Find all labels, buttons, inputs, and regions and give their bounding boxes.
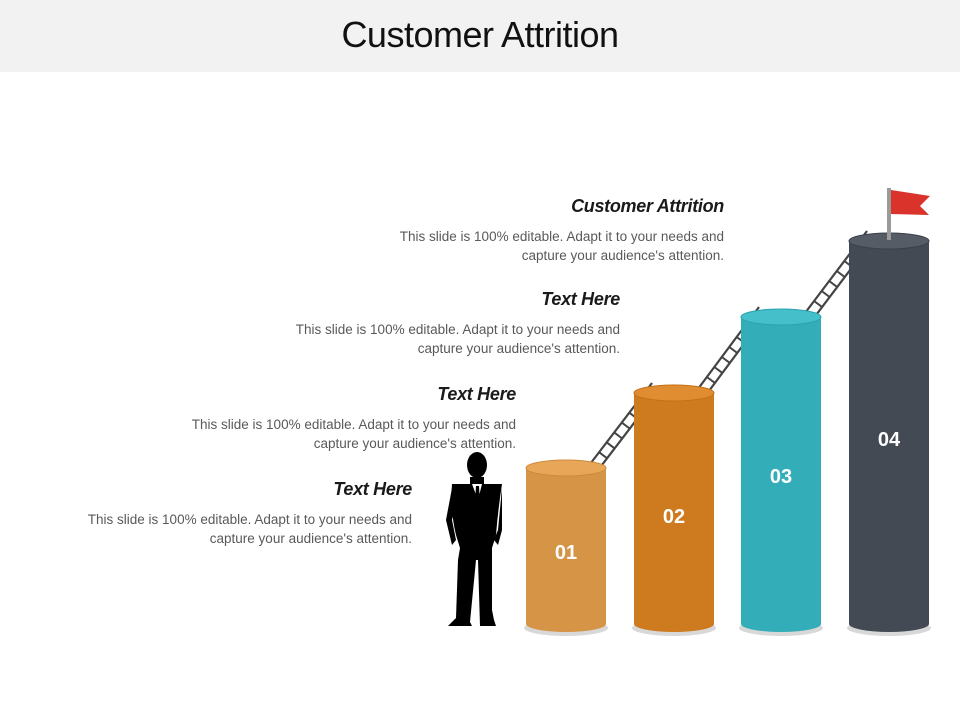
cylinder-top	[525, 459, 607, 477]
businessman-silhouette-icon	[446, 452, 502, 626]
flag-icon	[887, 188, 930, 240]
title-bar	[0, 0, 960, 72]
cylinder-step-01: 01	[524, 459, 608, 636]
step-number-label: 01	[555, 542, 577, 564]
step-number-label: 02	[663, 506, 685, 528]
cylinder-body	[526, 468, 606, 632]
step-description-line: capture your audience's attention.	[209, 531, 412, 546]
cylinder-top	[633, 384, 715, 402]
step-description-line: capture your audience's attention.	[521, 248, 724, 263]
step-text-02: Text Here This slide is 100% editable. A…	[96, 384, 517, 453]
cylinder-body	[849, 241, 929, 632]
cylinder-top	[740, 308, 822, 326]
step-description: This slide is 100% editable. Adapt it to…	[304, 227, 724, 265]
step-description-line: This slide is 100% editable. Adapt it to…	[191, 417, 516, 432]
step-text-01: Text Here This slide is 100% editable. A…	[0, 479, 413, 548]
step-description-line: This slide is 100% editable. Adapt it to…	[295, 322, 620, 337]
step-description-line: capture your audience's attention.	[313, 436, 516, 451]
page-title: Customer Attrition	[341, 14, 619, 55]
cylinders: 01 02 03 04	[524, 232, 931, 636]
ladders	[583, 230, 876, 479]
step-heading: Customer Attrition	[571, 196, 724, 216]
step-text-04: Customer Attrition This slide is 100% ed…	[304, 196, 725, 265]
step-description: This slide is 100% editable. Adapt it to…	[0, 510, 412, 548]
cylinder-step-04: 04	[847, 232, 931, 636]
cylinder-step-02: 02	[632, 384, 716, 636]
step-heading: Text Here	[437, 384, 516, 404]
step-description-line: This slide is 100% editable. Adapt it to…	[87, 512, 412, 527]
step-number-label: 03	[770, 466, 792, 488]
step-description: This slide is 100% editable. Adapt it to…	[96, 415, 516, 453]
cylinder-body	[634, 393, 714, 632]
step-heading: Text Here	[541, 289, 620, 309]
step-description-line: capture your audience's attention.	[417, 341, 620, 356]
step-number-label: 04	[878, 429, 901, 451]
cylinder-body	[741, 317, 821, 632]
cylinder-step-03: 03	[739, 308, 823, 636]
step-text-03: Text Here This slide is 100% editable. A…	[200, 289, 621, 358]
step-description: This slide is 100% editable. Adapt it to…	[200, 320, 620, 358]
step-heading: Text Here	[333, 479, 412, 499]
shirt-detail	[472, 484, 482, 526]
step-description-line: This slide is 100% editable. Adapt it to…	[399, 229, 724, 244]
